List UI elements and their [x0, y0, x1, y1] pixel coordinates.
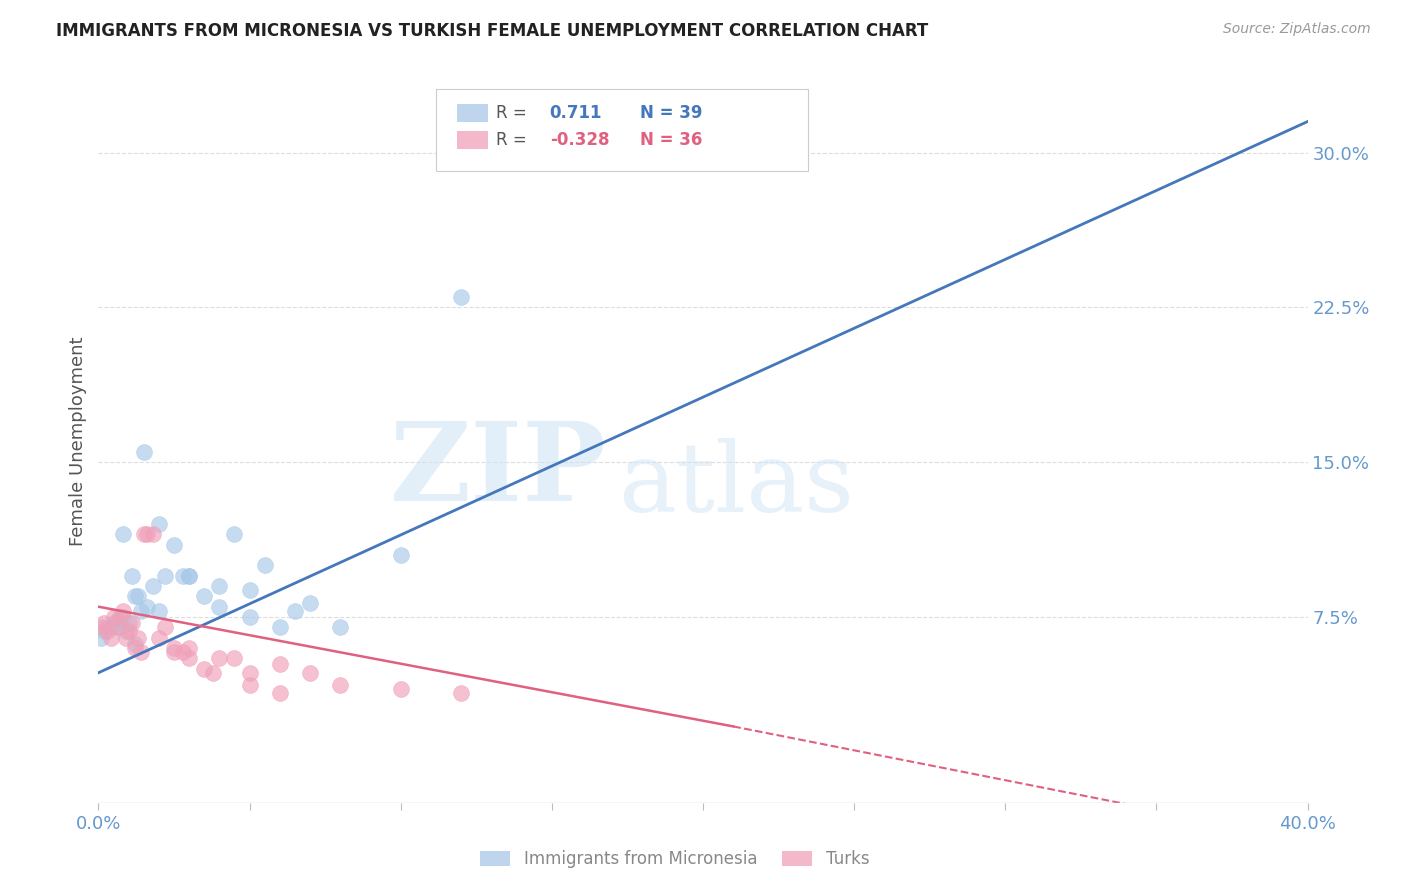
- Point: [118, 616, 141, 631]
- Point: [90, 620, 112, 634]
- Point: [299, 665, 322, 680]
- Point: [193, 662, 215, 676]
- Point: [114, 624, 136, 639]
- Point: [108, 610, 131, 624]
- Point: [121, 568, 143, 582]
- Point: [132, 445, 155, 459]
- Point: [163, 645, 186, 659]
- Point: [127, 590, 149, 604]
- Point: [93, 616, 115, 631]
- Point: [193, 590, 215, 604]
- Point: [124, 637, 146, 651]
- Point: [129, 604, 152, 618]
- Text: 0.711: 0.711: [550, 104, 602, 122]
- Legend: Immigrants from Micronesia, Turks: Immigrants from Micronesia, Turks: [474, 844, 876, 875]
- Point: [172, 645, 194, 659]
- Point: [129, 645, 152, 659]
- Point: [208, 579, 231, 593]
- Point: [284, 604, 307, 618]
- Point: [389, 682, 412, 697]
- Point: [329, 620, 352, 634]
- Point: [100, 620, 122, 634]
- Point: [135, 527, 157, 541]
- Text: N = 39: N = 39: [640, 104, 702, 122]
- Point: [389, 548, 412, 562]
- Point: [329, 678, 352, 692]
- Point: [179, 651, 201, 665]
- Text: IMMIGRANTS FROM MICRONESIA VS TURKISH FEMALE UNEMPLOYMENT CORRELATION CHART: IMMIGRANTS FROM MICRONESIA VS TURKISH FE…: [56, 22, 928, 40]
- Text: atlas: atlas: [619, 438, 855, 532]
- Point: [118, 624, 141, 639]
- Point: [208, 651, 231, 665]
- Text: -0.328: -0.328: [550, 131, 609, 149]
- Point: [148, 631, 170, 645]
- Point: [108, 620, 131, 634]
- Point: [163, 640, 186, 655]
- Point: [114, 631, 136, 645]
- Point: [163, 538, 186, 552]
- Point: [153, 568, 176, 582]
- Point: [111, 604, 134, 618]
- Point: [93, 624, 115, 639]
- Point: [103, 610, 125, 624]
- Point: [239, 678, 262, 692]
- Point: [224, 527, 246, 541]
- Point: [132, 527, 155, 541]
- Text: ZIP: ZIP: [389, 417, 606, 524]
- Point: [142, 527, 165, 541]
- Point: [299, 596, 322, 610]
- Point: [202, 665, 225, 680]
- Point: [269, 620, 291, 634]
- Point: [172, 568, 194, 582]
- Point: [142, 579, 165, 593]
- Point: [96, 620, 118, 634]
- Point: [253, 558, 276, 573]
- Point: [179, 640, 201, 655]
- Text: N = 36: N = 36: [640, 131, 702, 149]
- Point: [105, 620, 128, 634]
- Point: [224, 651, 246, 665]
- Y-axis label: Female Unemployment: Female Unemployment: [69, 337, 87, 546]
- Point: [111, 527, 134, 541]
- Point: [124, 590, 146, 604]
- Point: [103, 616, 125, 631]
- Point: [148, 604, 170, 618]
- Point: [269, 657, 291, 672]
- Point: [450, 290, 472, 304]
- Text: R =: R =: [496, 131, 533, 149]
- Point: [239, 610, 262, 624]
- Point: [100, 631, 122, 645]
- Text: R =: R =: [496, 104, 533, 122]
- Point: [96, 624, 118, 639]
- Point: [111, 610, 134, 624]
- Point: [239, 665, 262, 680]
- Point: [124, 640, 146, 655]
- Text: Source: ZipAtlas.com: Source: ZipAtlas.com: [1223, 22, 1371, 37]
- Point: [90, 631, 112, 645]
- Point: [127, 631, 149, 645]
- Point: [179, 568, 201, 582]
- Point: [121, 616, 143, 631]
- Point: [239, 583, 262, 598]
- Point: [179, 568, 201, 582]
- Point: [148, 517, 170, 532]
- Point: [105, 614, 128, 628]
- Point: [208, 599, 231, 614]
- Point: [450, 686, 472, 700]
- Point: [269, 686, 291, 700]
- Point: [153, 620, 176, 634]
- Point: [135, 599, 157, 614]
